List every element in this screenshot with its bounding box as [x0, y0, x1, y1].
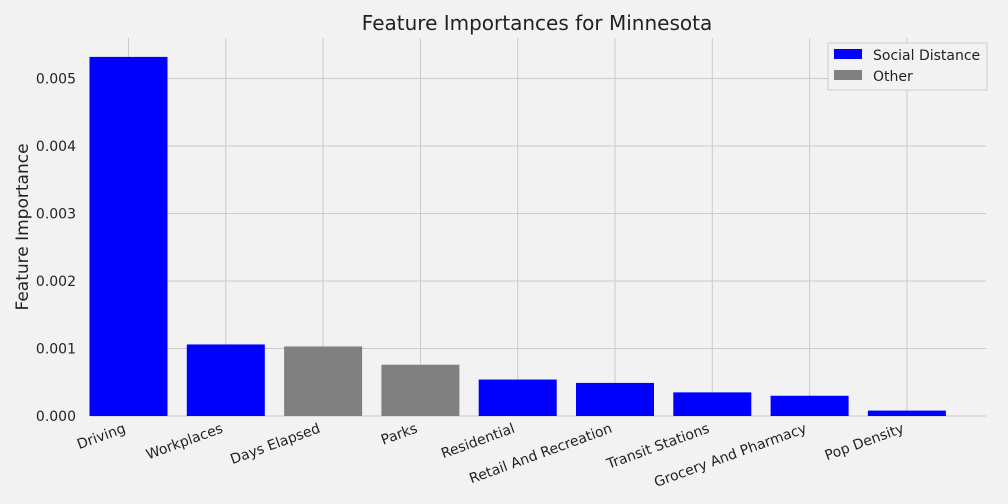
x-axis-ticks: Driving Workplaces Days Elapsed Parks Reside… — [75, 421, 906, 491]
bar-driving — [89, 56, 168, 417]
y-axis-label: Feature Importance — [13, 143, 33, 310]
y-tick-label: 0.005 — [36, 72, 76, 88]
x-tick-label: Pop Density — [823, 421, 907, 464]
y-tick-label: 0.001 — [36, 342, 76, 358]
legend-label-social-distance: Social Distance — [873, 48, 980, 64]
bar-days-elapsed — [284, 346, 363, 416]
bar-pop-density — [867, 410, 946, 416]
y-tick-label: 0.000 — [36, 409, 76, 425]
bar-residential — [478, 379, 557, 416]
y-tick-label: 0.002 — [36, 274, 76, 290]
bar-parks — [381, 364, 460, 416]
y-axis-ticks: 0.000 0.001 0.002 0.003 0.004 0.005 — [36, 72, 76, 426]
chart-title: Feature Importances for Minnesota — [362, 11, 712, 35]
x-tick-label: Days Elapsed — [228, 421, 322, 468]
legend: Social Distance Other — [827, 42, 988, 91]
legend-swatch-social-distance — [834, 49, 862, 59]
legend-swatch-other — [834, 70, 862, 80]
bar-retail-and-recreation — [576, 382, 654, 416]
bars — [89, 56, 946, 417]
x-tick-label: Parks — [379, 421, 420, 449]
x-tick-label: Workplaces — [144, 421, 225, 464]
y-tick-label: 0.004 — [36, 139, 76, 155]
grid — [90, 38, 986, 417]
x-tick-label: Driving — [75, 421, 128, 453]
bar-transit-stations — [673, 392, 752, 416]
x-tick-label: Residential — [439, 421, 517, 462]
bar-workplaces — [186, 344, 265, 416]
y-tick-label: 0.003 — [36, 207, 76, 223]
bar-grocery-and-pharmacy — [770, 395, 849, 416]
legend-label-other: Other — [873, 69, 913, 85]
